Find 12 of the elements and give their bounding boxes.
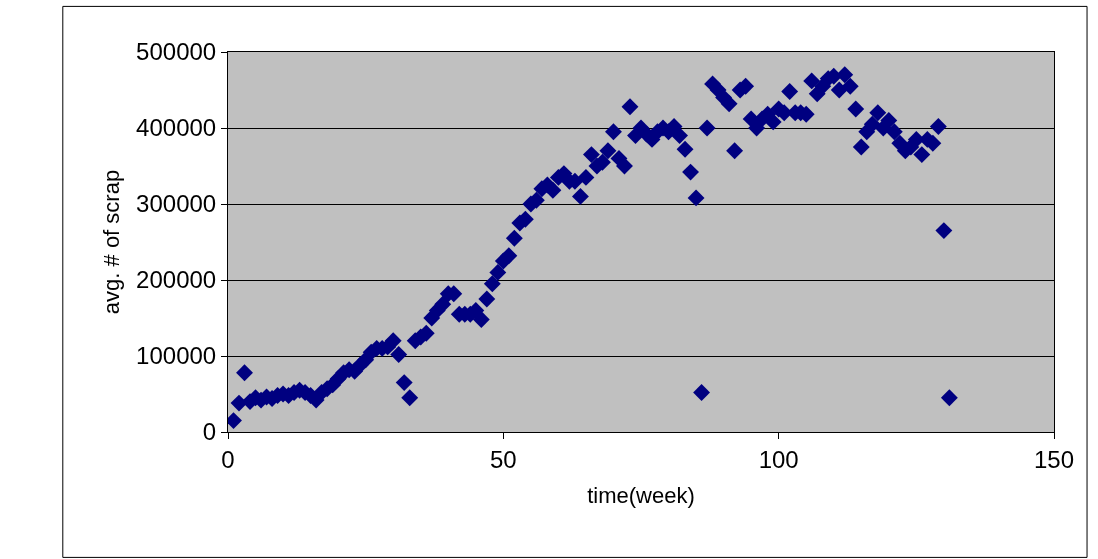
y-tick-label: 200000 (136, 266, 217, 294)
x-axis-title: time(week) (587, 482, 695, 508)
y-tick-label: 300000 (136, 190, 217, 218)
y-tick-label: 0 (202, 418, 217, 446)
x-tick-label: 100 (758, 445, 799, 473)
y-tick-label: 100000 (136, 342, 217, 370)
y-tick-label: 500000 (136, 38, 217, 66)
y-axis-title: avg. # of scrap (98, 169, 124, 315)
x-tick-label: 150 (1033, 445, 1075, 473)
x-tick-label: 50 (489, 445, 517, 473)
y-tick-label: 400000 (136, 114, 217, 142)
x-tick-label: 0 (221, 445, 235, 473)
